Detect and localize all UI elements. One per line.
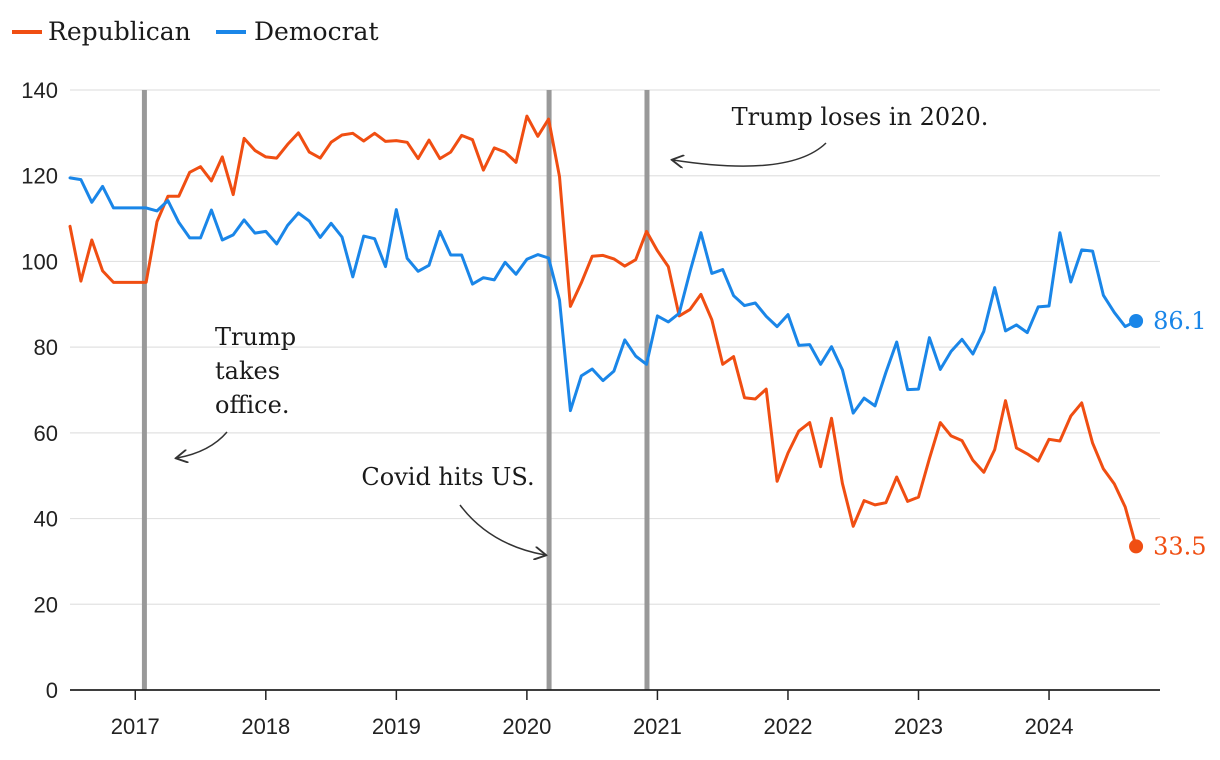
annotation-arrow bbox=[177, 431, 228, 458]
annotation-text: Trump bbox=[215, 323, 296, 351]
x-tick-label: 2017 bbox=[111, 714, 160, 739]
x-tick-label: 2018 bbox=[241, 714, 290, 739]
endpoint-marker-republican bbox=[1129, 539, 1144, 554]
y-tick-label: 40 bbox=[34, 507, 58, 532]
end-value-label-republican: 33.5 bbox=[1153, 532, 1206, 560]
legend: Republican Democrat bbox=[12, 17, 379, 46]
y-tick-label: 120 bbox=[21, 164, 58, 189]
annotation-arrow bbox=[459, 504, 545, 555]
series-line-democrat bbox=[68, 176, 1138, 415]
x-tick-label: 2021 bbox=[633, 714, 682, 739]
endpoint-marker-democrat bbox=[1129, 314, 1144, 328]
annotation-text: office. bbox=[215, 391, 289, 419]
y-tick-label: 100 bbox=[21, 249, 58, 274]
legend-label-republican: Republican bbox=[48, 17, 191, 46]
legend-label-democrat: Democrat bbox=[254, 17, 379, 46]
series-line-republican bbox=[68, 114, 1138, 548]
y-tick-label: 0 bbox=[46, 678, 58, 703]
end-value-label-democrat: 86.1 bbox=[1153, 307, 1206, 335]
x-tick-label: 2023 bbox=[894, 714, 943, 739]
gridlines bbox=[70, 89, 1160, 605]
event-lines bbox=[141, 90, 650, 690]
annotation-text: Covid hits US. bbox=[361, 463, 534, 491]
annotation-text: takes bbox=[215, 357, 280, 385]
x-tick-label: 2020 bbox=[502, 714, 551, 739]
y-tick-label: 20 bbox=[34, 592, 58, 617]
x-tick-label: 2024 bbox=[1025, 714, 1074, 739]
axes: 0 20 40 60 80 100 120 140 2017 2018 2019 2020 2021 20… bbox=[21, 78, 1160, 739]
series-lines: 33.5 86.1 bbox=[68, 114, 1207, 560]
annotation-arrow bbox=[673, 142, 827, 166]
annotations: Trump takes office. Covid hits US. Trump los… bbox=[177, 103, 988, 555]
x-tick-label: 2022 bbox=[763, 714, 812, 739]
annotation-text: Trump loses in 2020. bbox=[732, 103, 989, 131]
y-tick-label: 80 bbox=[34, 335, 58, 360]
x-tick-label: 2019 bbox=[372, 714, 421, 739]
y-tick-label: 60 bbox=[34, 421, 58, 446]
y-tick-label: 140 bbox=[21, 78, 58, 103]
